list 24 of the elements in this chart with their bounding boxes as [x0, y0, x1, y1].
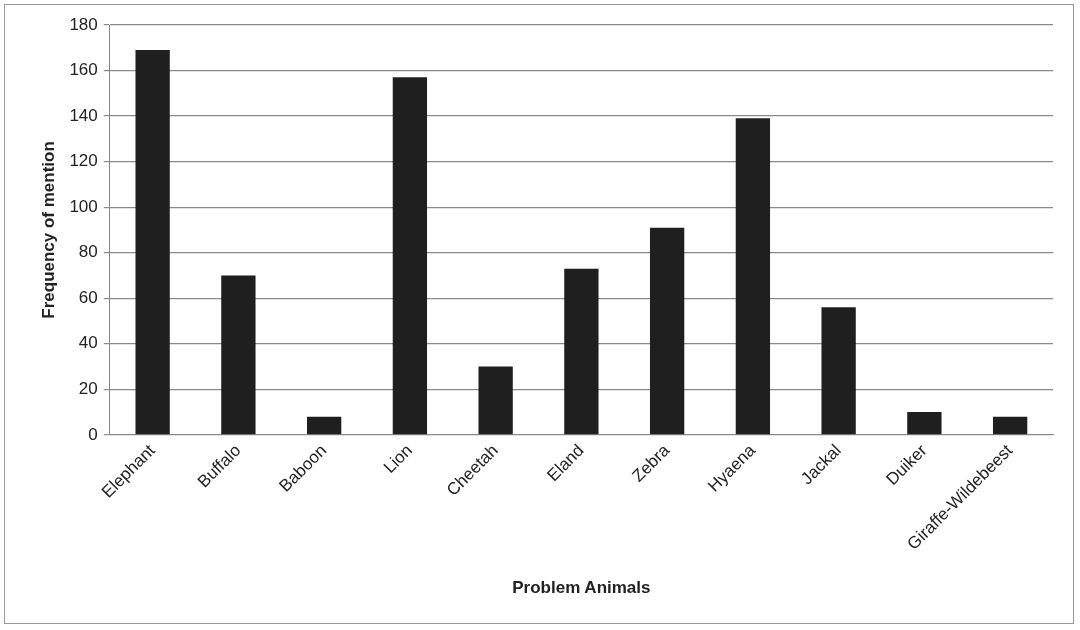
bar	[735, 118, 771, 435]
y-tick-label: 80	[78, 242, 98, 262]
x-axis-title: Problem Animals	[512, 578, 651, 598]
y-tick-label: 180	[69, 14, 98, 34]
bar	[649, 227, 685, 435]
bar	[135, 50, 170, 435]
y-tick-label: 0	[88, 424, 98, 444]
y-tick-label: 140	[69, 105, 98, 125]
bar	[907, 412, 942, 435]
y-tick-label: 160	[69, 60, 98, 80]
y-tick-label: 100	[69, 196, 98, 216]
y-axis-title: Frequency of mention	[38, 141, 58, 319]
bar	[392, 77, 428, 435]
y-tick-label: 60	[78, 287, 98, 307]
bar	[992, 416, 1028, 435]
x-tick-label: Lion	[379, 440, 417, 477]
bar	[306, 416, 342, 435]
y-tick-label: 40	[78, 333, 98, 353]
bar	[221, 275, 256, 435]
y-tick-label: 120	[69, 151, 98, 171]
bar	[821, 307, 856, 435]
bar	[478, 366, 513, 435]
bar	[564, 268, 599, 435]
y-tick-label: 20	[78, 379, 98, 398]
